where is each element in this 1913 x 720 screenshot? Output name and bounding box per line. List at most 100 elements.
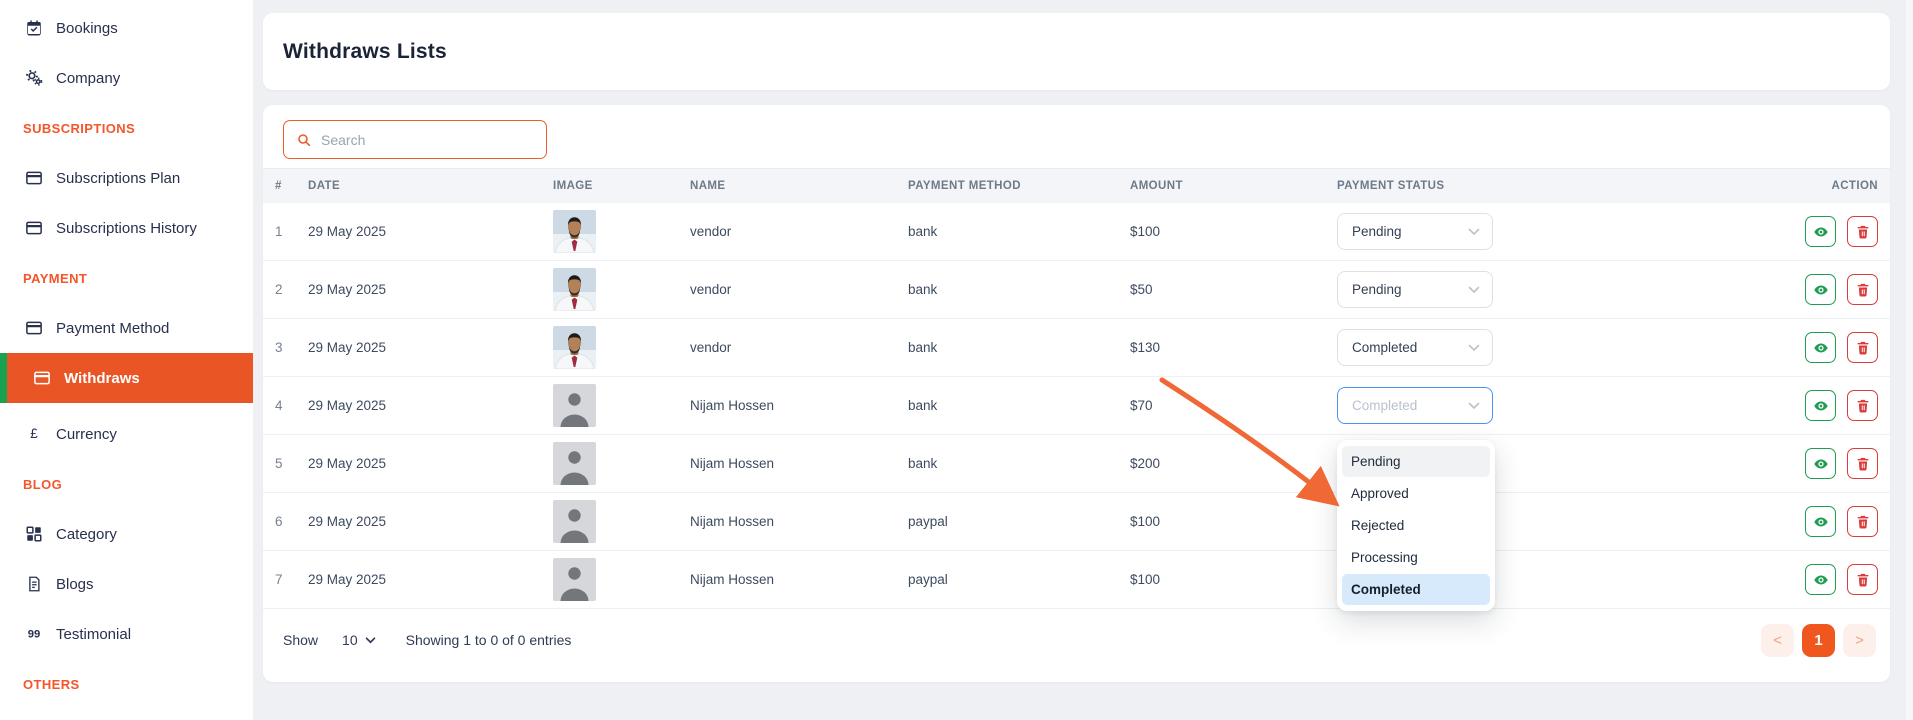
sidebar-item-testimonial[interactable]: 99 Testimonial — [0, 609, 253, 659]
payment-status-value: Pending — [1352, 224, 1402, 239]
row-amount: $100 — [1130, 572, 1161, 587]
trash-icon — [1855, 340, 1871, 356]
delete-button[interactable] — [1847, 448, 1878, 479]
sidebar-item-withdraws[interactable]: Withdraws — [0, 353, 253, 403]
credit-card-icon — [33, 369, 51, 387]
avatar-placeholder-icon — [553, 384, 596, 427]
chevron-down-icon — [1468, 344, 1480, 352]
pagination-next-button[interactable]: > — [1843, 623, 1876, 657]
chevron-down-icon — [1468, 228, 1480, 236]
search-input[interactable] — [321, 131, 534, 148]
search-box[interactable] — [283, 120, 547, 159]
pound-icon: £ — [25, 425, 43, 443]
svg-text:99: 99 — [28, 628, 41, 640]
credit-card-icon — [25, 169, 43, 187]
avatar-photo — [553, 210, 596, 253]
row-amount: $100 — [1130, 514, 1161, 529]
delete-button[interactable] — [1847, 564, 1878, 595]
row-amount: $200 — [1130, 456, 1161, 471]
payment-status-select[interactable]: Completed — [1337, 329, 1493, 366]
delete-button[interactable] — [1847, 216, 1878, 247]
table-row: 7 29 May 2025 Nijam Hossen paypal $100 — [263, 551, 1890, 609]
avatar-photo — [553, 268, 596, 311]
payment-status-select[interactable]: Pending — [1337, 271, 1493, 308]
row-number: 1 — [275, 224, 283, 239]
calendar-check-icon — [25, 19, 43, 37]
column-header-#: # — [275, 180, 282, 192]
view-button[interactable] — [1805, 216, 1836, 247]
page-title: Withdraws Lists — [283, 39, 447, 63]
row-image-cell — [553, 442, 690, 485]
status-option-approved[interactable]: Approved — [1351, 486, 1409, 501]
row-actions — [1647, 448, 1878, 479]
view-button[interactable] — [1805, 506, 1836, 537]
sidebar-item-subscriptions-history[interactable]: Subscriptions History — [0, 203, 253, 253]
sidebar-item-category[interactable]: Category — [0, 509, 253, 559]
sidebar-section-others: OTHERS — [23, 676, 80, 692]
grid-icon — [25, 525, 43, 543]
row-number: 3 — [275, 340, 283, 355]
row-name: vendor — [690, 224, 732, 239]
row-actions — [1647, 506, 1878, 537]
row-date: 29 May 2025 — [308, 282, 387, 297]
payment-status-value: Pending — [1352, 282, 1402, 297]
delete-button[interactable] — [1847, 390, 1878, 421]
row-actions — [1647, 274, 1878, 305]
delete-button[interactable] — [1847, 506, 1878, 537]
row-amount: $130 — [1130, 340, 1161, 355]
quote-icon: 99 — [25, 625, 43, 643]
sidebar-item-blogs[interactable]: Blogs — [0, 559, 253, 609]
sidebar-item-label: Company — [56, 69, 121, 87]
eye-icon — [1813, 398, 1829, 414]
scrollbar-track[interactable] — [1906, 0, 1913, 720]
svg-text:£: £ — [30, 426, 38, 441]
status-option-rejected[interactable]: Rejected — [1351, 518, 1405, 533]
column-header-image: IMAGE — [553, 180, 593, 192]
row-date: 29 May 2025 — [308, 224, 387, 239]
pagination-page-1-button[interactable]: 1 — [1802, 623, 1835, 657]
column-header-payment-method: PAYMENT METHOD — [908, 180, 1021, 192]
row-date: 29 May 2025 — [308, 340, 387, 355]
column-header-date: DATE — [308, 180, 341, 192]
row-actions — [1647, 564, 1878, 595]
status-option-pending[interactable]: Pending — [1342, 446, 1490, 477]
delete-button[interactable] — [1847, 332, 1878, 363]
row-image-cell — [553, 384, 690, 427]
row-number: 4 — [275, 398, 283, 413]
credit-card-icon — [25, 219, 43, 237]
status-dropdown-menu: Pending Approved Rejected Processing Complet… — [1337, 440, 1495, 611]
payment-status-value: Completed — [1352, 340, 1418, 355]
payment-status-select[interactable]: Completed — [1337, 387, 1493, 424]
view-button[interactable] — [1805, 448, 1836, 479]
row-status-cell: Pending — [1337, 213, 1647, 250]
per-page-select[interactable]: 10 — [342, 632, 376, 648]
sidebar-section-subscriptions: SUBSCRIPTIONS — [23, 120, 136, 136]
row-payment-method: bank — [908, 340, 938, 355]
eye-icon — [1813, 572, 1829, 588]
row-payment-method: paypal — [908, 514, 948, 529]
sidebar-item-currency[interactable]: £ Currency — [0, 409, 253, 459]
sidebar-item-payment-method[interactable]: Payment Method — [0, 303, 253, 353]
row-image-cell — [553, 326, 690, 369]
table-row: 2 29 May 2025 vendor bank $50 Pending — [263, 261, 1890, 319]
status-option-completed[interactable]: Completed — [1342, 574, 1490, 605]
table-footer: Show 10 Showing 1 to 0 of 0 entries < 1 … — [263, 609, 1890, 671]
entries-summary: Showing 1 to 0 of 0 entries — [405, 632, 572, 648]
view-button[interactable] — [1805, 390, 1836, 421]
sidebar-item-label: Category — [56, 525, 117, 543]
row-payment-method: paypal — [908, 572, 948, 587]
sidebar-item-bookings[interactable]: Bookings — [0, 3, 253, 53]
delete-button[interactable] — [1847, 274, 1878, 305]
pagination-prev-button[interactable]: < — [1761, 623, 1794, 657]
sidebar-item-company[interactable]: Company — [0, 53, 253, 103]
table-row: 5 29 May 2025 Nijam Hossen bank $200 — [263, 435, 1890, 493]
row-status-cell: Completed — [1337, 387, 1647, 424]
view-button[interactable] — [1805, 564, 1836, 595]
eye-icon — [1813, 282, 1829, 298]
view-button[interactable] — [1805, 332, 1836, 363]
payment-status-select[interactable]: Pending — [1337, 213, 1493, 250]
view-button[interactable] — [1805, 274, 1836, 305]
table-row: 4 29 May 2025 Nijam Hossen bank $70 Completed — [263, 377, 1890, 435]
status-option-processing[interactable]: Processing — [1351, 550, 1418, 565]
sidebar-item-subscriptions-plan[interactable]: Subscriptions Plan — [0, 153, 253, 203]
